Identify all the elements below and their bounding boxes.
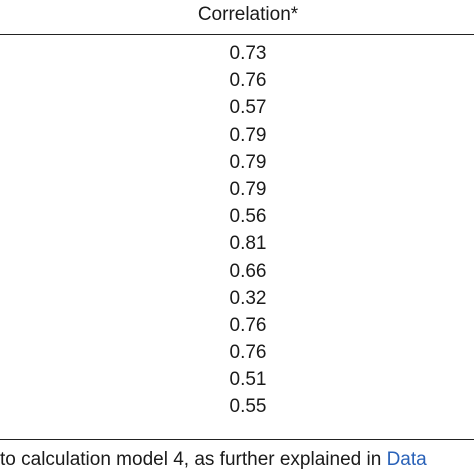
correlation-value: 0.79	[229, 124, 267, 146]
table-row: 0.79	[0, 149, 474, 176]
correlation-value: 0.79	[229, 178, 267, 200]
table-row: 0.55	[0, 393, 474, 420]
table-row: 0.32	[0, 285, 474, 312]
table-row: 0.79	[0, 176, 474, 203]
table-row: 0.76	[0, 312, 474, 339]
correlation-value: 0.76	[229, 342, 267, 364]
correlation-value: 0.81	[229, 233, 267, 255]
table-header-rule	[0, 34, 474, 35]
table-footnote: to calculation model 4, as further expla…	[0, 447, 427, 473]
correlation-value: 0.57	[229, 97, 267, 119]
correlation-value: 0.55	[229, 396, 267, 418]
correlation-value: 0.73	[229, 43, 267, 64]
correlation-values-list: 0.73 0.76 0.57 0.79 0.79 0.79 0.56 0.81 0.66 0.32…	[0, 40, 474, 421]
table-row: 0.76	[0, 67, 474, 94]
table-row: 0.66	[0, 258, 474, 285]
correlation-value: 0.32	[229, 287, 267, 309]
correlation-value: 0.79	[229, 151, 267, 173]
table-row: 0.81	[0, 230, 474, 257]
table-row: 0.73	[0, 40, 474, 67]
correlation-column-header: Correlation*	[0, 0, 474, 28]
table-row: 0.57	[0, 94, 474, 121]
correlation-value: 0.51	[229, 369, 267, 391]
table-row: 0.56	[0, 203, 474, 230]
table-row: 0.51	[0, 366, 474, 393]
correlation-header-label: Correlation*	[197, 4, 299, 25]
correlation-value: 0.56	[229, 206, 267, 228]
footnote-data-link[interactable]: Data	[386, 449, 427, 470]
correlation-value: 0.76	[229, 314, 267, 336]
table-row: 0.76	[0, 339, 474, 366]
table-row: 0.79	[0, 122, 474, 149]
table-bottom-rule	[0, 439, 474, 440]
correlation-value: 0.76	[229, 70, 267, 92]
footnote-text: to calculation model 4, as further expla…	[0, 449, 387, 470]
correlation-value: 0.66	[229, 260, 267, 282]
